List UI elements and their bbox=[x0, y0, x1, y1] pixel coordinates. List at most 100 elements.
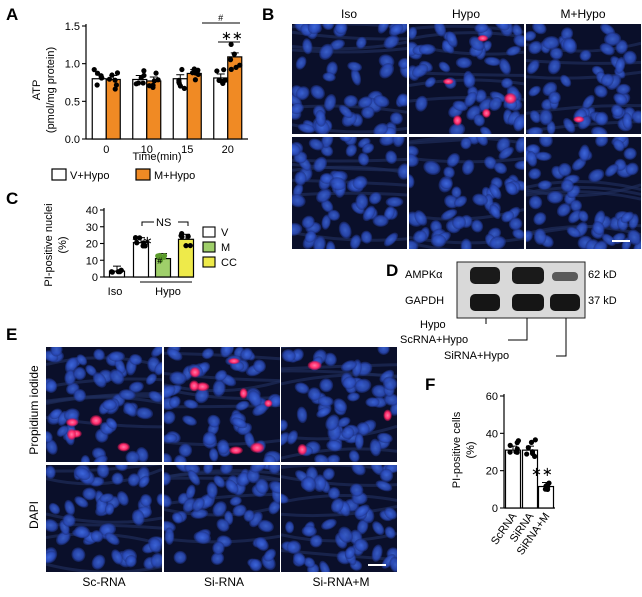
nucleus bbox=[623, 147, 637, 160]
nucleus bbox=[123, 402, 137, 417]
pi-positive-nucleus bbox=[239, 388, 248, 399]
nucleus bbox=[532, 24, 547, 35]
nucleus bbox=[286, 540, 302, 555]
nucleus bbox=[424, 76, 436, 88]
nucleus bbox=[356, 518, 369, 535]
pi-positive-nucleus bbox=[264, 399, 273, 408]
nucleus bbox=[569, 199, 583, 212]
data-point bbox=[179, 66, 185, 73]
legend-swatch-m-hypo bbox=[135, 168, 151, 181]
nucleus bbox=[319, 43, 334, 60]
y-tick-label: 10 bbox=[86, 255, 98, 267]
micrograph-b-dapi-1 bbox=[292, 137, 407, 249]
nucleus bbox=[164, 453, 173, 462]
data-point bbox=[515, 438, 522, 444]
nucleus bbox=[446, 153, 460, 168]
nucleus bbox=[62, 513, 76, 527]
nucleus bbox=[493, 162, 508, 175]
nucleus bbox=[313, 235, 326, 249]
band-gapdh-lane3 bbox=[550, 294, 580, 311]
pi-positive-nucleus bbox=[66, 418, 79, 427]
nucleus bbox=[99, 523, 117, 537]
nucleus bbox=[489, 235, 507, 249]
nucleus bbox=[582, 94, 595, 110]
nucleus bbox=[281, 493, 289, 504]
nucleus bbox=[558, 162, 572, 177]
pi-positive-nucleus bbox=[482, 108, 491, 118]
nucleus bbox=[473, 113, 485, 127]
nucleus bbox=[73, 388, 87, 402]
nucleus bbox=[319, 378, 334, 393]
nucleus bbox=[294, 382, 310, 394]
nucleus bbox=[135, 407, 154, 420]
data-point bbox=[157, 255, 163, 261]
panel-d-blot: AMPKα GAPDH 62 kD 37 kD Hypo ScRNA+Hypo … bbox=[400, 261, 617, 362]
panel-label-d: D bbox=[386, 261, 398, 280]
chart-c-ylabel-1: PI-positive nuclei bbox=[43, 203, 55, 286]
x-tick-label: 10 bbox=[141, 144, 153, 156]
nucleus bbox=[377, 24, 390, 34]
nucleus bbox=[563, 117, 576, 133]
nucleus bbox=[455, 57, 473, 69]
data-point bbox=[187, 242, 193, 249]
nucleus bbox=[46, 518, 59, 533]
nucleus bbox=[263, 548, 276, 562]
x-tick-label: 15 bbox=[181, 144, 193, 156]
nucleus bbox=[489, 204, 501, 220]
nucleus bbox=[240, 347, 253, 361]
nucleus bbox=[460, 238, 472, 249]
nucleus bbox=[342, 376, 357, 390]
nucleus bbox=[418, 43, 436, 55]
nucleus bbox=[316, 188, 332, 203]
data-point bbox=[528, 439, 535, 445]
chart-c-group-iso: Iso bbox=[108, 286, 123, 298]
nucleus bbox=[382, 376, 397, 391]
nucleus bbox=[372, 521, 385, 536]
micrograph-e-pi-3 bbox=[281, 347, 397, 462]
nucleus bbox=[302, 38, 313, 55]
nucleus bbox=[46, 439, 58, 455]
nucleus bbox=[526, 59, 540, 75]
legend-label-v-hypo: V+Hypo bbox=[70, 170, 109, 182]
nucleus bbox=[46, 379, 58, 393]
data-point bbox=[191, 66, 197, 72]
nucleus bbox=[562, 37, 578, 54]
nucleus bbox=[231, 417, 248, 429]
nucleus bbox=[303, 557, 316, 568]
nucleus bbox=[317, 395, 334, 407]
data-point bbox=[98, 73, 104, 79]
micrograph-e-pi-1 bbox=[46, 347, 162, 462]
nucleus bbox=[379, 137, 397, 146]
data-point bbox=[115, 269, 121, 275]
y-tick-label: 60 bbox=[486, 391, 498, 403]
nucleus bbox=[594, 111, 609, 126]
nucleus bbox=[105, 417, 118, 429]
data-point bbox=[161, 254, 167, 260]
nucleus bbox=[348, 450, 360, 462]
nucleus bbox=[515, 137, 524, 153]
tissue-fiber bbox=[281, 363, 397, 371]
nucleus bbox=[125, 450, 140, 462]
nucleus bbox=[625, 162, 639, 176]
chart-a-ylabel-2: (pmol/mg protein) bbox=[45, 47, 57, 133]
nucleus bbox=[392, 137, 405, 148]
nucleus bbox=[356, 422, 370, 436]
nucleus bbox=[591, 126, 608, 134]
nucleus bbox=[333, 398, 348, 413]
nucleus bbox=[354, 504, 370, 518]
nucleus bbox=[549, 47, 564, 60]
nucleus bbox=[430, 234, 447, 248]
nucleus bbox=[125, 554, 137, 568]
nucleus bbox=[388, 24, 404, 37]
nucleus bbox=[182, 415, 197, 426]
nucleus bbox=[63, 408, 80, 422]
data-point bbox=[112, 77, 118, 83]
nucleus bbox=[488, 96, 503, 111]
nucleus bbox=[613, 139, 625, 152]
pi-positive-nucleus bbox=[297, 444, 308, 456]
data-point bbox=[216, 77, 222, 83]
data-point bbox=[233, 64, 239, 71]
nucleus bbox=[513, 115, 524, 132]
data-point bbox=[94, 82, 100, 88]
nucleus bbox=[229, 496, 242, 506]
